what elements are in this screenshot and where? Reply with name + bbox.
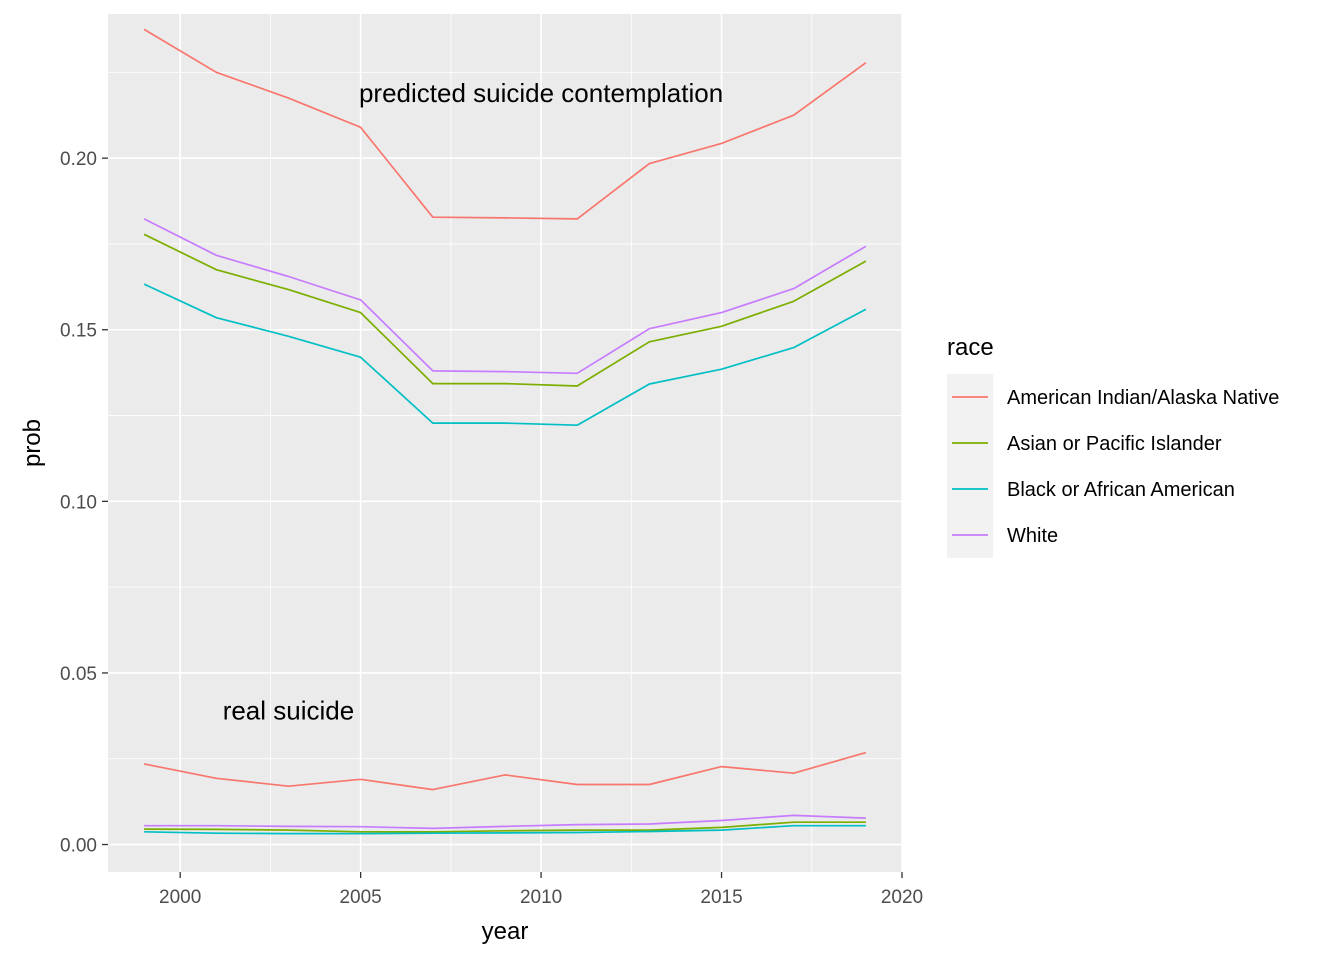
series-line-real-black-or-african-american xyxy=(144,824,866,835)
y-tick-label: 0.15 xyxy=(60,321,97,342)
x-axis: 2000 2005 2010 2015 2020 xyxy=(159,872,923,908)
y-axis: 0.00 0.05 0.10 0.15 0.20 xyxy=(60,149,108,857)
minor-gridlines xyxy=(108,14,902,872)
major-gridlines xyxy=(108,14,903,872)
series-line-predicted-asian-or-pacific-islander xyxy=(143,233,867,387)
x-tick-label: 2000 xyxy=(159,887,201,908)
annotation-text: predicted suicide contemplation xyxy=(359,78,723,108)
y-tick-label: 0.05 xyxy=(60,664,97,685)
y-tick-label: 0.10 xyxy=(60,492,97,513)
legend-label: Asian or Pacific Islander xyxy=(1007,433,1222,455)
x-tick-label: 2020 xyxy=(881,887,923,908)
legend: race American Indian/Alaska Native Asian … xyxy=(947,334,1279,558)
x-tick-label: 2015 xyxy=(700,887,742,908)
series-lines xyxy=(143,28,867,835)
series-line-predicted-white xyxy=(143,218,867,375)
x-tick-label: 2010 xyxy=(520,887,562,908)
annotations: predicted suicide contemplation real suic… xyxy=(223,78,724,726)
y-axis-title: prob xyxy=(19,419,46,467)
series-line-real-american-indian-alaska-native xyxy=(143,751,867,791)
legend-items: American Indian/Alaska Native Asian or Pa… xyxy=(947,374,1279,558)
y-tick-label: 0.00 xyxy=(60,836,97,857)
series-line-real-asian-or-pacific-islander xyxy=(144,821,866,833)
plot-panel xyxy=(108,14,902,872)
y-tick-label: 0.20 xyxy=(60,149,97,170)
legend-label: White xyxy=(1007,525,1058,547)
series-line-predicted-american-indian-alaska-native xyxy=(143,28,867,220)
annotation-text: real suicide xyxy=(223,696,355,726)
series-line-predicted-black-or-african-american xyxy=(143,283,867,427)
x-tick-label: 2005 xyxy=(339,887,381,908)
legend-label: Black or African American xyxy=(1007,479,1235,501)
legend-title: race xyxy=(947,334,994,361)
legend-label: American Indian/Alaska Native xyxy=(1007,387,1279,409)
x-axis-title: year xyxy=(482,918,529,945)
series-line-real-white xyxy=(144,814,866,830)
